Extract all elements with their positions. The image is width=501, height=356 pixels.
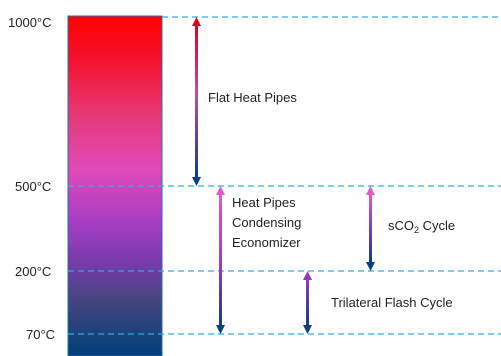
label-line-heat-pipes: Heat Pipes <box>232 195 296 210</box>
label-sco2-tail: Cycle <box>419 218 456 233</box>
label-sco2-cycle: sCO2 Cycle <box>388 219 455 235</box>
range-arrow-flat-heat-pipes <box>192 17 201 186</box>
label-line-economizer: Economizer <box>232 235 301 250</box>
label-trilateral-flash-cycle: Trilateral Flash Cycle <box>331 295 453 310</box>
tick-label-1000: 1000°C <box>8 15 52 30</box>
tick-label-200: 200°C <box>15 264 52 279</box>
range-arrow-heat-pipes-condensing-economizer <box>216 186 225 334</box>
tick-label-70: 70°C <box>26 327 56 342</box>
range-arrow-trilateral-flash-cycle <box>303 271 312 334</box>
label-flat-heat-pipes: Flat Heat Pipes <box>208 90 297 105</box>
label-sco2-main: sCO <box>388 218 414 233</box>
label-sco2-subscript: 2 <box>414 225 420 235</box>
tick-label-500: 500°C <box>15 179 52 194</box>
label-line-condensing: Condensing <box>232 215 302 230</box>
range-arrow-sco2-cycle <box>366 186 375 271</box>
label-heat-pipes-condensing-economizer: Heat Pipes Condensing Economizer <box>232 193 301 253</box>
